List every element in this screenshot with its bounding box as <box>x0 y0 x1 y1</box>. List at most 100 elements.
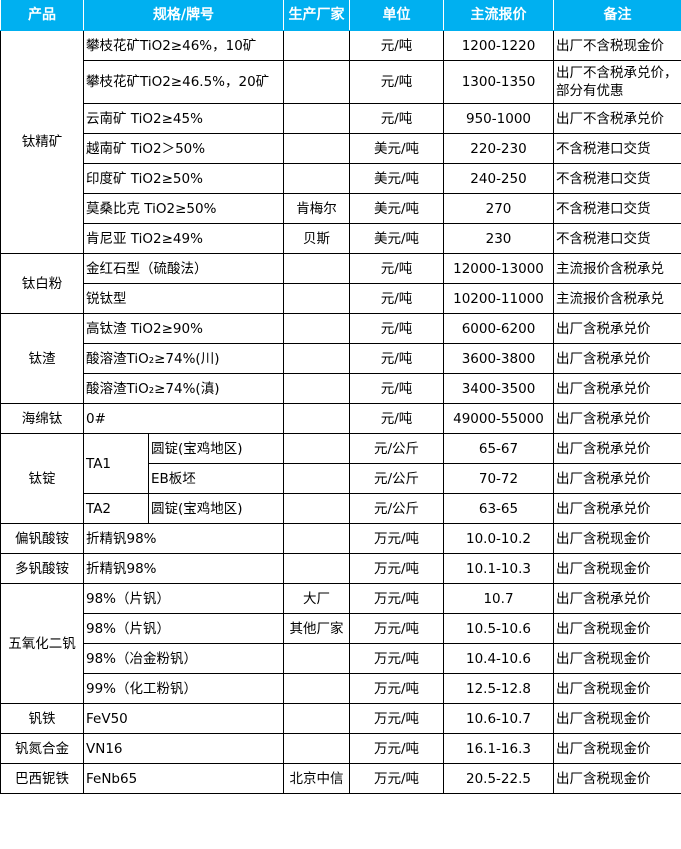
note-cell: 出厂含税承兑价 <box>553 373 681 404</box>
note-cell: 出厂不含税现金价 <box>553 30 681 61</box>
spec-cell: 圆锭(宝鸡地区) <box>148 433 284 464</box>
note-cell: 出厂含税现金价 <box>553 733 681 764</box>
unit-cell: 元/吨 <box>349 403 444 434</box>
table-row: 云南矿 TiO2≥45% 元/吨 950-1000 出厂不含税承兑价 <box>1 103 681 134</box>
unit-cell: 元/吨 <box>349 30 444 61</box>
note-cell: 主流报价含税承兑 <box>553 253 681 284</box>
product-cell: 钒氮合金 <box>0 733 84 764</box>
product-cell: 海绵钛 <box>0 403 84 434</box>
table-row: 钒氮合金 VN16 万元/吨 16.1-16.3 出厂含税现金价 <box>0 733 681 764</box>
spec-cell: 99%（化工粉钒） <box>83 673 284 704</box>
maker-cell <box>283 103 350 134</box>
spec-cell: 锐钛型 <box>83 283 284 314</box>
unit-cell: 元/吨 <box>349 313 444 344</box>
table-row: 海绵钛 0# 元/吨 49000-55000 出厂含税承兑价 <box>0 403 681 434</box>
unit-cell: 元/公斤 <box>349 463 444 494</box>
table-row: 钛渣 高钛渣 TiO2≥90% 元/吨 6000-6200 出厂含税承兑价 <box>0 313 681 404</box>
unit-cell: 元/吨 <box>349 373 444 404</box>
maker-cell <box>283 283 350 314</box>
header-note: 备注 <box>553 0 681 31</box>
unit-cell: 美元/吨 <box>349 193 444 224</box>
table-row: 钒铁 FeV50 万元/吨 10.6-10.7 出厂含税现金价 <box>0 703 681 734</box>
product-cell: 钛锭 <box>0 433 84 524</box>
maker-cell <box>283 60 350 104</box>
note-cell: 出厂不含税承兑价，部分有优惠 <box>553 60 681 104</box>
spec-cell: FeNb65 <box>83 763 284 794</box>
unit-cell: 万元/吨 <box>349 673 444 704</box>
unit-cell: 美元/吨 <box>349 163 444 194</box>
note-cell: 出厂含税现金价 <box>553 523 681 554</box>
table-body: 钛精矿 攀枝花矿TiO2≥46%，10矿 元/吨 1200-1220 出厂不含税现金价攀… <box>0 30 681 794</box>
maker-cell: 肯梅尔 <box>283 193 350 224</box>
maker-cell <box>283 133 350 164</box>
maker-cell <box>283 163 350 194</box>
price-cell: 950-1000 <box>443 103 554 134</box>
unit-cell: 元/吨 <box>349 103 444 134</box>
note-cell: 不含税港口交货 <box>553 163 681 194</box>
header-price: 主流报价 <box>443 0 554 31</box>
spec-cell: 98%（冶金粉钒） <box>83 643 284 674</box>
maker-cell <box>283 373 350 404</box>
note-cell: 出厂含税承兑价 <box>553 463 681 494</box>
table-header: 产品 规格/牌号 生产厂家 单位 主流报价 备注 <box>0 0 681 31</box>
price-cell: 1200-1220 <box>443 30 554 61</box>
maker-cell <box>283 523 350 554</box>
unit-cell: 元/吨 <box>349 283 444 314</box>
price-cell: 49000-55000 <box>443 403 554 434</box>
table-row: 越南矿 TiO2＞50% 美元/吨 220-230 不含税港口交货 <box>1 133 681 164</box>
spec-cell: 98%（片钒） <box>83 613 284 644</box>
table-row: 钛精矿 攀枝花矿TiO2≥46%，10矿 元/吨 1200-1220 出厂不含税现金价 <box>0 30 681 254</box>
maker-cell <box>283 643 350 674</box>
unit-cell: 美元/吨 <box>349 223 444 254</box>
spec-cell: 印度矿 TiO2≥50% <box>83 163 284 194</box>
grade-cell: TA2 <box>83 493 149 524</box>
price-cell: 270 <box>443 193 554 224</box>
maker-cell <box>283 733 350 764</box>
table-row: 99%（化工粉钒） 万元/吨 12.5-12.8 出厂含税现金价 <box>1 673 681 704</box>
price-cell: 240-250 <box>443 163 554 194</box>
price-cell: 10.1-10.3 <box>443 553 554 584</box>
spec-cell: 酸溶渣TiO₂≥74%(滇) <box>83 373 284 404</box>
spec-cell: 云南矿 TiO2≥45% <box>83 103 284 134</box>
maker-cell: 大厂 <box>283 583 350 614</box>
price-cell: 10200-11000 <box>443 283 554 314</box>
spec-cell: 折精钒98% <box>83 553 284 584</box>
table-row: 巴西铌铁 FeNb65 北京中信 万元/吨 20.5-22.5 出厂含税现金价 <box>0 763 681 794</box>
price-table: 产品 规格/牌号 生产厂家 单位 主流报价 备注 钛精矿 攀枝花矿TiO2≥46%… <box>0 0 681 794</box>
table-row: 偏钒酸铵 折精钒98% 万元/吨 10.0-10.2 出厂含税现金价 <box>0 523 681 554</box>
maker-cell <box>283 403 350 434</box>
table-row: 钛白粉 金红石型（硫酸法） 元/吨 12000-13000 主流报价含税承兑 <box>0 253 681 314</box>
product-cell: 钛渣 <box>0 313 84 404</box>
note-cell: 出厂含税承兑价 <box>553 313 681 344</box>
price-cell: 63-65 <box>443 493 554 524</box>
unit-cell: 万元/吨 <box>349 583 444 614</box>
spec-cell: 酸溶渣TiO₂≥74%(川) <box>83 343 284 374</box>
unit-cell: 元/公斤 <box>349 493 444 524</box>
table-row: 酸溶渣TiO₂≥74%(川) 元/吨 3600-3800 出厂含税承兑价 <box>1 343 681 374</box>
spec-cell: 攀枝花矿TiO2≥46%，10矿 <box>83 30 284 61</box>
price-cell: 12000-13000 <box>443 253 554 284</box>
unit-cell: 万元/吨 <box>349 763 444 794</box>
maker-cell <box>283 313 350 344</box>
product-cell: 五氧化二钒 <box>0 583 84 704</box>
price-cell: 1300-1350 <box>443 60 554 104</box>
unit-cell: 万元/吨 <box>349 643 444 674</box>
price-cell: 16.1-16.3 <box>443 733 554 764</box>
maker-cell <box>283 553 350 584</box>
note-cell: 出厂含税承兑价 <box>553 403 681 434</box>
spec-cell: 金红石型（硫酸法） <box>83 253 284 284</box>
table-row: 锐钛型 元/吨 10200-11000 主流报价含税承兑 <box>1 283 681 314</box>
spec-cell: 高钛渣 TiO2≥90% <box>83 313 284 344</box>
grade-cell: TA1 <box>83 433 149 494</box>
maker-cell <box>283 433 350 464</box>
maker-cell <box>283 493 350 524</box>
table-row: 98%（片钒） 其他厂家 万元/吨 10.5-10.6 出厂含税现金价 <box>1 613 681 644</box>
spec-cell: 肯尼亚 TiO2≥49% <box>83 223 284 254</box>
note-cell: 不含税港口交货 <box>553 133 681 164</box>
product-cell: 钒铁 <box>0 703 84 734</box>
table-row: 印度矿 TiO2≥50% 美元/吨 240-250 不含税港口交货 <box>1 163 681 194</box>
price-cell: 3600-3800 <box>443 343 554 374</box>
note-cell: 出厂含税承兑价 <box>553 433 681 464</box>
unit-cell: 万元/吨 <box>349 523 444 554</box>
table-row: 钛锭 TA1 圆锭(宝鸡地区) 元/公斤 65-67 出厂含税承兑价 <box>0 433 681 524</box>
